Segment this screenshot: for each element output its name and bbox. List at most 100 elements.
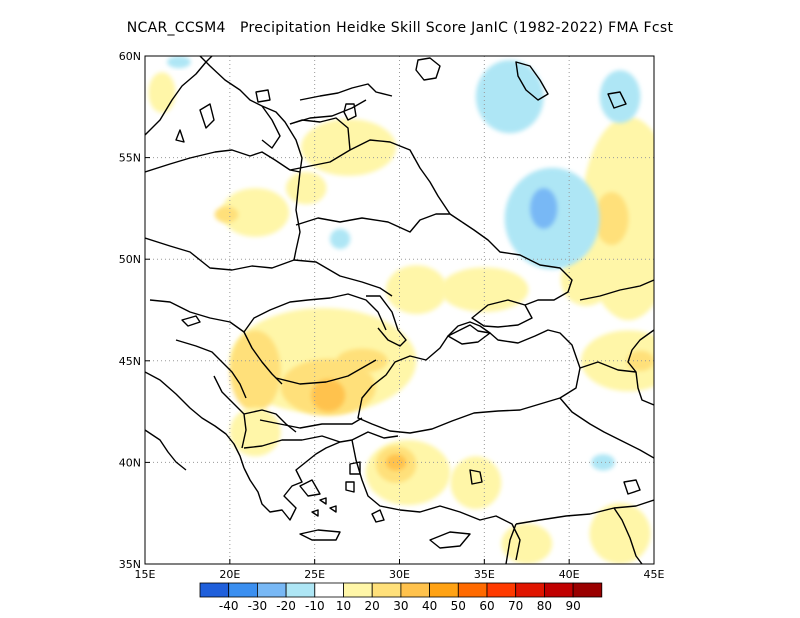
lon-tick-label: 40E [559, 568, 580, 581]
colorbar-swatch [457, 582, 488, 598]
baltic-coast [145, 56, 303, 173]
lake-rybinsk [607, 91, 627, 109]
border-caucasus [579, 361, 637, 373]
border-serbia-romania [243, 331, 283, 385]
skill-region-22 [594, 192, 629, 245]
black-sea-coastline [357, 324, 581, 434]
colorbar-swatch [371, 582, 402, 598]
colorbar-label: -30 [248, 599, 268, 613]
skill-region-30 [167, 56, 191, 69]
border-ukraine-romania [293, 259, 393, 297]
border-baltics [289, 117, 351, 171]
skill-region-29 [591, 454, 615, 471]
colorbar-swatch [314, 582, 344, 598]
border-iraq-iran [613, 507, 643, 564]
map-title: NCAR_CCSM4 Precipitation Heidke Skill Sc… [126, 20, 674, 36]
skill-region-28 [329, 228, 351, 250]
island-euboea [299, 479, 321, 497]
skill-region-27 [599, 70, 641, 124]
border-belarus-south [295, 213, 463, 233]
skill-region-12 [229, 407, 281, 457]
lon-tick-label: 15E [135, 568, 156, 581]
lake-peipus [343, 103, 357, 121]
lon-tick-label: 20E [219, 568, 240, 581]
skill-region-10 [311, 379, 346, 412]
lake-onega [515, 61, 549, 101]
border-turkey-syria [515, 499, 654, 525]
colorbar-label: 10 [336, 599, 351, 613]
colorbar-swatch [285, 582, 316, 598]
border-turkey-east [559, 397, 654, 459]
colorbar-swatch [429, 582, 459, 598]
border-belarus-russia [349, 139, 451, 215]
grid-lines [145, 56, 654, 564]
lake-ladoga [415, 57, 441, 81]
lake-van [623, 479, 641, 495]
lat-tick-label: 40N [119, 456, 141, 469]
border-danube [275, 359, 377, 385]
island-cyprus [429, 531, 471, 549]
border-bulgaria-south [259, 417, 363, 429]
border-latvia-estonia [289, 99, 367, 125]
island-saaremaa [255, 89, 271, 103]
colorbar-swatch [256, 582, 287, 598]
colorbar-swatch [572, 582, 603, 598]
italy-coast [145, 429, 187, 471]
skill-region-15 [385, 454, 407, 471]
skill-region-20 [626, 350, 654, 371]
turkey-south-coast [351, 439, 521, 561]
colorbar-swatch [486, 582, 517, 598]
skill-region-0 [148, 72, 176, 113]
border-greece-north [243, 435, 341, 449]
skill-region-1 [301, 118, 397, 176]
crimea-coast [447, 321, 491, 345]
colorbar-swatch [400, 582, 430, 598]
adriatic-coast [145, 371, 245, 469]
lake-tuz [469, 469, 483, 485]
lake-balaton [181, 315, 201, 327]
colorbar-label: 20 [365, 599, 380, 613]
skill-region-23 [560, 253, 612, 306]
azov-coast [471, 299, 533, 328]
colorbar-swatch [228, 582, 258, 598]
lat-tick-label: 55N [119, 152, 141, 165]
colorbar-swatch [199, 582, 230, 598]
border-russia-ukraine [461, 221, 573, 306]
skill-region-24 [475, 60, 544, 134]
island-chios [345, 481, 355, 493]
skill-region-18 [589, 503, 651, 564]
border-poland-ukraine [295, 171, 301, 251]
border-russia-kazakhstan [579, 279, 654, 301]
colorbar-label: 40 [422, 599, 437, 613]
levant-coast [505, 523, 517, 564]
lon-tick-label: 35E [474, 568, 495, 581]
skill-region-26 [530, 188, 558, 229]
border-moldova [366, 295, 407, 347]
colorbar-label: 50 [451, 599, 466, 613]
island-crete [299, 529, 341, 541]
border-north-macedonia [243, 409, 297, 433]
border-hungary-romania [149, 293, 387, 333]
colorbar-label: -10 [305, 599, 325, 613]
skill-region-6 [440, 267, 529, 313]
colorbar-swatch [544, 582, 574, 598]
gulf-of-riga-coast [261, 105, 281, 149]
island-gotland [199, 103, 215, 129]
colorbar-label: 60 [479, 599, 494, 613]
island-rhodes [371, 509, 385, 523]
colorbar-label: 30 [393, 599, 408, 613]
colorbar: -40 -30 -20 -10 10 20 30 40 50 60 70 80 90 [199, 582, 603, 613]
coastlines-and-borders [145, 56, 654, 564]
bosporus-marmara [351, 431, 399, 441]
skill-region-11 [336, 348, 388, 373]
skill-region-3 [214, 206, 239, 223]
lon-tick-label: 45E [644, 568, 665, 581]
lat-tick-label: 60N [119, 50, 141, 63]
border-balkans-west [213, 375, 247, 449]
colorbar-label: 70 [508, 599, 523, 613]
island-oland [175, 129, 185, 143]
colorbar-label: 80 [537, 599, 552, 613]
lon-tick-label: 30E [389, 568, 410, 581]
longitude-axis: 15E 20E 25E 30E 35E 40E 45E [135, 559, 665, 581]
island-lesbos [349, 461, 361, 475]
